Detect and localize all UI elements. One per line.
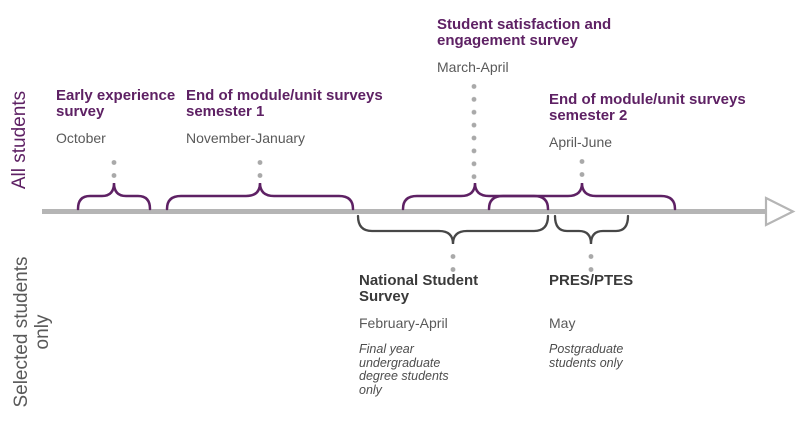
brace-nss bbox=[356, 214, 550, 245]
event-title: End of module/unit surveys semester 2 bbox=[549, 91, 746, 124]
event-student-satisfaction-survey: Student satisfaction and engagement surv… bbox=[437, 16, 632, 76]
event-national-student-survey: National Student Survey February-April F… bbox=[359, 273, 494, 397]
dotted-leader-nss bbox=[450, 250, 456, 276]
event-eligibility-note: Postgraduate students only bbox=[549, 342, 624, 370]
timeline-arrowhead-icon bbox=[764, 196, 796, 227]
brace-pres-ptes bbox=[553, 214, 630, 245]
event-period: November-January bbox=[186, 130, 306, 146]
event-title: End of module/unit surveys semester 1 bbox=[186, 87, 383, 120]
dotted-leader-early-experience bbox=[111, 156, 117, 182]
brace-semester-2 bbox=[487, 182, 677, 211]
event-title: National Student Survey bbox=[359, 272, 479, 305]
event-title: Student satisfaction and engagement surv… bbox=[437, 16, 612, 49]
event-title: PRES/PTES bbox=[549, 272, 634, 289]
event-period: March-April bbox=[437, 59, 509, 75]
event-title: Early experience survey bbox=[56, 87, 176, 120]
event-pres-ptes: PRES/PTES May Postgraduate students only bbox=[549, 273, 669, 370]
event-period: May bbox=[549, 315, 576, 331]
dotted-leader-semester-2 bbox=[579, 155, 585, 181]
event-period: April-June bbox=[549, 134, 613, 150]
brace-early-experience bbox=[76, 182, 152, 211]
event-module-surveys-semester-1: End of module/unit surveys semester 1 No… bbox=[186, 87, 401, 147]
dotted-leader-pres-ptes bbox=[588, 250, 594, 276]
brace-semester-1 bbox=[165, 182, 355, 211]
timeline-line bbox=[42, 209, 768, 214]
event-period: October bbox=[56, 130, 106, 146]
event-early-experience-survey: Early experience survey October bbox=[56, 87, 188, 147]
event-eligibility-note: Final year undergraduate degree students… bbox=[359, 342, 449, 397]
event-period: February-April bbox=[359, 315, 448, 331]
dotted-leader-satisfaction bbox=[471, 80, 477, 184]
event-module-surveys-semester-2: End of module/unit surveys semester 2 Ap… bbox=[549, 91, 764, 151]
dotted-leader-semester-1 bbox=[257, 156, 263, 182]
